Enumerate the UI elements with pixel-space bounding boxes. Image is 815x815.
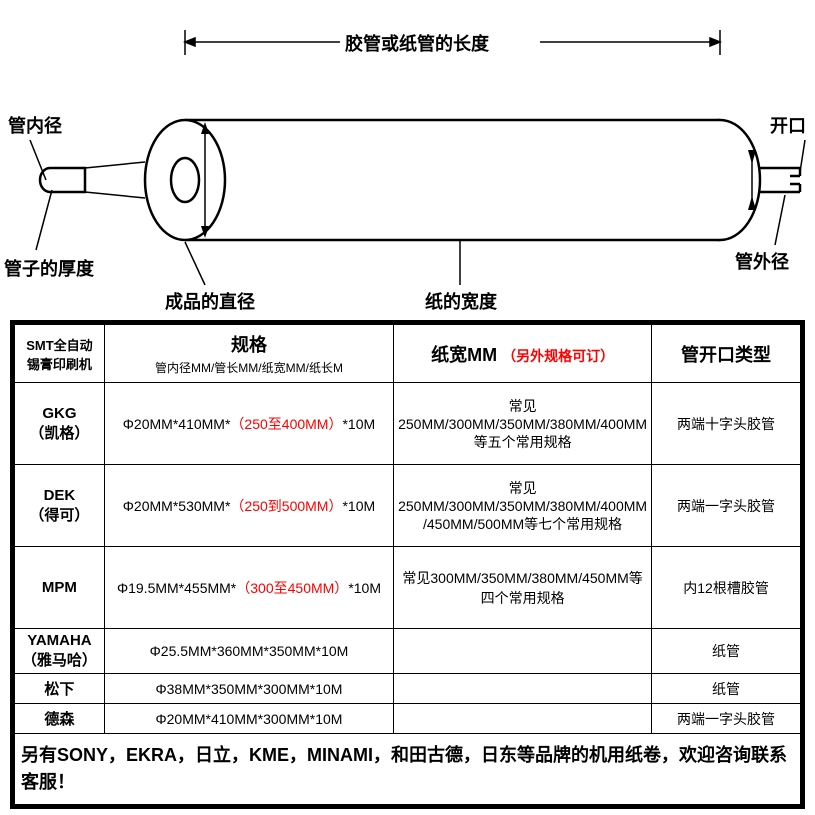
- brand-l2: （凯格）: [29, 425, 89, 442]
- spec-pre: Φ25.5MM*360MM*350MM*10M: [150, 643, 349, 659]
- table-row: YAMAHA （雅马哈） Φ25.5MM*360MM*350MM*10M 纸管: [15, 629, 801, 674]
- cell-spec: Φ20MM*410MM*300MM*10M: [104, 704, 393, 734]
- header-width-note: （另外规格可订）: [502, 348, 614, 364]
- cell-type: 两端一字头胶管: [652, 704, 801, 734]
- cell-width: 常见 250MM/300MM/350MM/380MM/400MM 等五个常用规格: [394, 383, 652, 465]
- spec-table-container: SMT全自动 锡膏印刷机 规格 管内径MM/管长MM/纸宽MM/纸长M 纸宽MM…: [10, 320, 805, 809]
- label-paper-width: 纸的宽度: [425, 288, 497, 314]
- spec-red: （250至400MM）: [230, 416, 342, 432]
- spec-post: *10M: [342, 416, 375, 432]
- brand-l2: （得可）: [29, 507, 89, 524]
- cell-width: 常见 250MM/300MM/350MM/380MM/400MM/450MM/50…: [394, 465, 652, 547]
- cell-spec: Φ20MM*410MM*（250至400MM）*10M: [104, 383, 393, 465]
- spec-red: （250到500MM）: [230, 498, 342, 514]
- width-line: 常见300MM/350MM/380MM/450MM等: [402, 570, 642, 586]
- cell-type: 纸管: [652, 629, 801, 674]
- spec-pre: Φ19.5MM*455MM*: [117, 580, 236, 596]
- cell-width: [394, 674, 652, 704]
- table-row: MPMΦ19.5MM*455MM*（300至450MM）*10M常见300MM/…: [15, 547, 801, 629]
- label-opening: 开口: [770, 112, 806, 138]
- header-type: 管开口类型: [652, 325, 801, 383]
- diagram-container: 胶管或纸管的长度 管内径 开口 管子的厚度 成品的直径 纸的宽度 管外径: [0, 0, 815, 320]
- spec-post: *10M: [348, 580, 381, 596]
- cell-type: 两端十字头胶管: [652, 383, 801, 465]
- width-line: /450MM/500MM等七个常用规格: [423, 516, 622, 532]
- cell-brand: YAMAHA （雅马哈）: [15, 629, 105, 674]
- cell-width: [394, 704, 652, 734]
- width-line: 四个常用规格: [481, 590, 565, 606]
- width-line: 常见: [509, 480, 537, 496]
- brand-l1: GKG: [42, 405, 76, 422]
- cell-spec: Φ20MM*530MM*（250到500MM）*10M: [104, 465, 393, 547]
- footer-text: 另有SONY，EKRA，日立，KME，MINAMI，和田古德，日东等品牌的机用纸…: [15, 734, 801, 805]
- table-row: 松下 Φ38MM*350MM*300MM*10M 纸管: [15, 674, 801, 704]
- cell-brand: MPM: [15, 547, 105, 629]
- header-width: 纸宽MM （另外规格可订）: [394, 325, 652, 383]
- width-line: 250MM/300MM/350MM/380MM/400MM: [398, 416, 647, 432]
- spec-pre: Φ20MM*410MM*: [123, 416, 231, 432]
- cell-spec: Φ38MM*350MM*300MM*10M: [104, 674, 393, 704]
- header-spec-sub: 管内径MM/管长MM/纸宽MM/纸长M: [109, 359, 389, 376]
- cell-type: 两端一字头胶管: [652, 465, 801, 547]
- cell-brand: DEK （得可）: [15, 465, 105, 547]
- header-spec-title: 规格: [231, 335, 267, 355]
- header-spec: 规格 管内径MM/管长MM/纸宽MM/纸长M: [104, 325, 393, 383]
- spec-pre: Φ20MM*530MM*: [123, 498, 231, 514]
- spec-pre: Φ38MM*350MM*300MM*10M: [155, 681, 342, 697]
- cell-type: 内12根槽胶管: [652, 547, 801, 629]
- header-brand-l1: SMT全自动: [26, 338, 92, 353]
- footer-row: 另有SONY，EKRA，日立，KME，MINAMI，和田古德，日东等品牌的机用纸…: [15, 734, 801, 805]
- cell-type: 纸管: [652, 674, 801, 704]
- table-row: 德森 Φ20MM*410MM*300MM*10M 两端一字头胶管: [15, 704, 801, 734]
- spec-post: *10M: [342, 498, 375, 514]
- table-header-row: SMT全自动 锡膏印刷机 规格 管内径MM/管长MM/纸宽MM/纸长M 纸宽MM…: [15, 325, 801, 383]
- brand-l2: （雅马哈）: [22, 652, 97, 669]
- width-line: 等五个常用规格: [474, 434, 572, 450]
- cell-width: 常见300MM/350MM/380MM/450MM等四个常用规格: [394, 547, 652, 629]
- cell-spec: Φ25.5MM*360MM*350MM*10M: [104, 629, 393, 674]
- width-line: 250MM/300MM/350MM/380MM/400MM: [398, 498, 647, 514]
- table-row: DEK （得可） Φ20MM*530MM*（250到500MM）*10M 常见 250M…: [15, 465, 801, 547]
- header-width-title: 纸宽MM: [431, 345, 497, 365]
- brand-l1: 德森: [44, 711, 74, 728]
- table-body: GKG（凯格）Φ20MM*410MM*（250至400MM）*10M常见250M…: [15, 383, 801, 734]
- width-line: 常见: [509, 398, 537, 414]
- header-brand: SMT全自动 锡膏印刷机: [15, 325, 105, 383]
- spec-table: SMT全自动 锡膏印刷机 规格 管内径MM/管长MM/纸宽MM/纸长M 纸宽MM…: [14, 324, 801, 805]
- brand-l1: YAMAHA: [27, 632, 91, 649]
- spec-red: （300至450MM）: [236, 580, 348, 596]
- brand-l1: DEK: [44, 487, 76, 504]
- cell-brand: 德森: [15, 704, 105, 734]
- cell-brand: 松下: [15, 674, 105, 704]
- spec-pre: Φ20MM*410MM*300MM*10M: [155, 711, 342, 727]
- cell-width: [394, 629, 652, 674]
- brand-l1: MPM: [42, 579, 77, 596]
- table-row: GKG （凯格） Φ20MM*410MM*（250至400MM）*10M 常见 250M…: [15, 383, 801, 465]
- brand-l1: 松下: [44, 681, 74, 698]
- label-inner-diameter: 管内径: [8, 112, 62, 138]
- cell-brand: GKG （凯格）: [15, 383, 105, 465]
- label-thickness: 管子的厚度: [4, 255, 94, 281]
- header-type-title: 管开口类型: [681, 345, 771, 365]
- header-brand-l2: 锡膏印刷机: [27, 357, 92, 372]
- label-outer-diameter: 管外径: [735, 248, 789, 274]
- label-top-length: 胶管或纸管的长度: [345, 30, 489, 56]
- label-product-diameter: 成品的直径: [165, 288, 255, 314]
- cell-spec: Φ19.5MM*455MM*（300至450MM）*10M: [104, 547, 393, 629]
